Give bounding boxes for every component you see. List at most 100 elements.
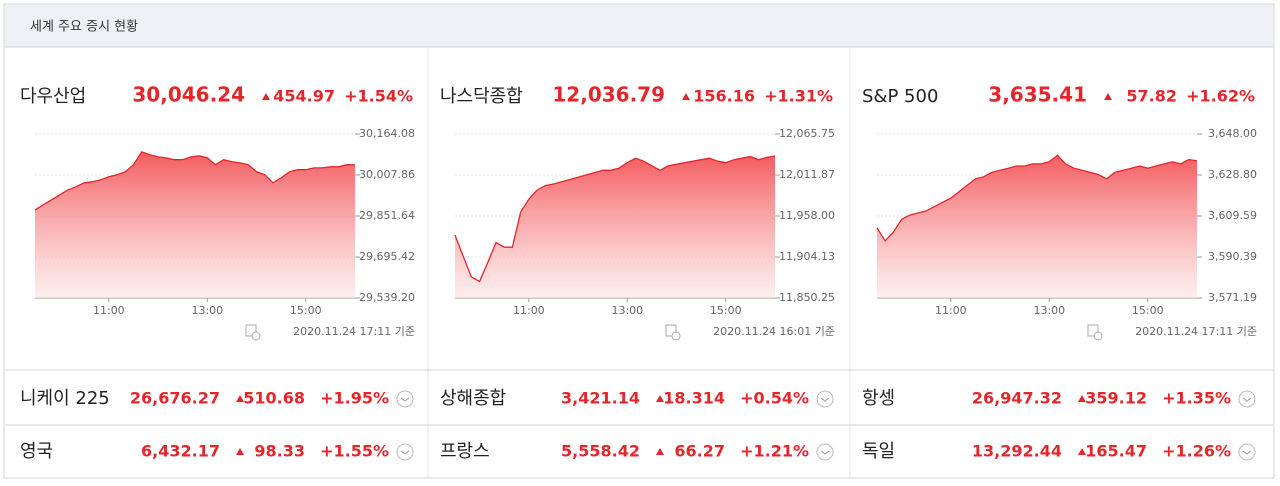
index-name: 니케이 225 <box>20 388 110 409</box>
clock-icon <box>1087 324 1099 337</box>
index-percent: +1.55% <box>320 442 389 461</box>
index-change: 57.82 <box>1126 87 1177 106</box>
y-tick-label: 11,958.00 <box>779 209 835 222</box>
clock-icon <box>671 331 681 341</box>
y-tick-label: 3,609.59 <box>1208 209 1257 222</box>
index-value: 13,292.44 <box>972 442 1062 461</box>
expand-button[interactable] <box>816 390 834 408</box>
timestamp: 2020.11.24 17:11 기준 <box>293 325 415 338</box>
header-title: 세계 주요 증시 현황 <box>30 20 138 35</box>
up-icon <box>1078 395 1086 402</box>
expand-button[interactable] <box>1238 443 1256 461</box>
up-icon <box>1078 448 1086 455</box>
y-tick-label: 29,851.64 <box>359 209 415 222</box>
y-tick-label: 30,164.08 <box>359 127 415 140</box>
index-value: 12,036.79 <box>552 83 665 107</box>
index-percent: +1.31% <box>764 87 833 106</box>
header-bar <box>5 5 1273 47</box>
price-area <box>877 155 1197 298</box>
y-tick-label: 3,571.19 <box>1208 291 1257 304</box>
chevron <box>820 397 830 402</box>
expand-button[interactable] <box>816 443 834 461</box>
y-tick-label: 29,695.42 <box>359 250 415 263</box>
index-change: 359.12 <box>1085 389 1147 408</box>
x-tick-label: 13:00 <box>1033 304 1065 317</box>
index-change: 510.68 <box>243 389 305 408</box>
index-percent: +1.62% <box>1186 87 1255 106</box>
chevron <box>820 450 830 455</box>
index-change: 165.47 <box>1085 442 1147 461</box>
index-change: 98.33 <box>254 442 305 461</box>
y-tick-label: 11,850.25 <box>779 291 835 304</box>
price-line <box>454 155 776 283</box>
index-name: S&P 500 <box>862 86 938 107</box>
index-change: 18.314 <box>663 389 725 408</box>
chevron <box>400 450 410 455</box>
up-icon <box>262 93 270 100</box>
index-name: 항셍 <box>862 388 895 409</box>
expand-button[interactable] <box>396 443 414 461</box>
x-tick-label: 11:00 <box>513 304 545 317</box>
up-icon <box>682 93 690 100</box>
index-percent: +1.54% <box>344 87 413 106</box>
price-line <box>34 151 356 211</box>
chevron <box>1242 397 1252 402</box>
clock-icon <box>245 324 257 337</box>
index-percent: +1.21% <box>740 442 809 461</box>
y-tick-label: 3,590.39 <box>1208 250 1257 263</box>
y-tick-label: 12,011.87 <box>779 168 835 181</box>
up-icon <box>1104 93 1112 100</box>
up-icon <box>236 448 244 455</box>
clock-icon <box>665 324 677 337</box>
y-tick-label: 3,628.80 <box>1208 168 1257 181</box>
index-value: 26,676.27 <box>130 389 220 408</box>
index-percent: +1.35% <box>1162 389 1231 408</box>
index-name: 프랑스 <box>440 441 490 462</box>
chevron <box>400 397 410 402</box>
clock-icon <box>1093 331 1103 341</box>
x-tick-label: 15:00 <box>1132 304 1164 317</box>
y-tick-label: 29,539.20 <box>359 291 415 304</box>
timestamp: 2020.11.24 17:11 기준 <box>1135 325 1257 338</box>
index-change: 454.97 <box>273 87 335 106</box>
x-tick-label: 15:00 <box>710 304 742 317</box>
index-name: 독일 <box>862 441 895 462</box>
up-icon <box>656 395 664 402</box>
x-tick-label: 15:00 <box>290 304 322 317</box>
index-value: 3,421.14 <box>561 389 640 408</box>
index-name: 다우산업 <box>20 86 86 107</box>
price-line <box>876 154 1198 242</box>
up-icon <box>236 395 244 402</box>
timestamp: 2020.11.24 16:01 기준 <box>713 325 835 338</box>
index-name: 영국 <box>20 441 53 462</box>
y-tick-label: 30,007.86 <box>359 168 415 181</box>
index-value: 3,635.41 <box>988 83 1087 107</box>
index-value: 26,947.32 <box>972 389 1062 408</box>
expand-button[interactable] <box>1238 390 1256 408</box>
index-change: 66.27 <box>674 442 725 461</box>
expand-button[interactable] <box>396 390 414 408</box>
index-name: 나스닥종합 <box>440 86 523 107</box>
y-tick-label: 11,904.13 <box>779 250 835 263</box>
chevron <box>1242 450 1252 455</box>
index-percent: +1.26% <box>1162 442 1231 461</box>
y-tick-label: 12,065.75 <box>779 127 835 140</box>
index-value: 5,558.42 <box>561 442 640 461</box>
index-change: 156.16 <box>693 87 755 106</box>
y-tick-label: 3,648.00 <box>1208 127 1257 140</box>
x-tick-label: 13:00 <box>191 304 223 317</box>
clock-icon <box>251 331 261 341</box>
x-tick-label: 11:00 <box>93 304 125 317</box>
index-percent: +1.95% <box>320 389 389 408</box>
index-name: 상해종합 <box>440 388 506 409</box>
up-icon <box>656 448 664 455</box>
price-area <box>35 151 355 298</box>
price-area <box>455 156 775 298</box>
index-percent: +0.54% <box>740 389 809 408</box>
x-tick-label: 13:00 <box>611 304 643 317</box>
index-value: 30,046.24 <box>132 83 245 107</box>
index-value: 6,432.17 <box>141 442 220 461</box>
x-tick-label: 11:00 <box>935 304 967 317</box>
